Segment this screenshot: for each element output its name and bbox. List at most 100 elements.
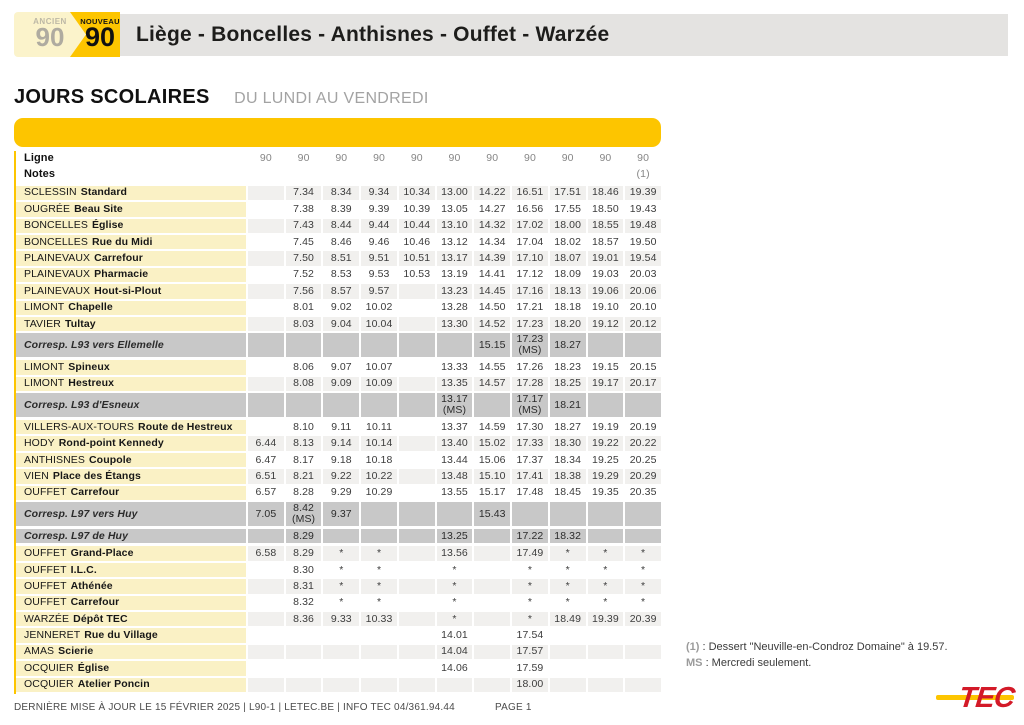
time-cell: 9.09 [323, 376, 360, 392]
table-row: OCQUIER Atelier Poncin 18.00 [16, 677, 661, 692]
time-cell [625, 661, 661, 675]
footer-info: DERNIÈRE MISE À JOUR LE 15 FÉVRIER 2025 … [14, 702, 455, 713]
time-cell: 16.51 [512, 185, 548, 201]
time-cell: 14.04 [436, 644, 473, 660]
table-row: SCLESSIN Standard 7.34 8.34 9.34 10.34 13.00 14… [16, 185, 661, 201]
section-heading: JOURS SCOLAIRES DU LUNDI AU VENDREDI [14, 86, 429, 109]
stop-name: Grand-Place [70, 547, 134, 560]
time-cell [474, 529, 511, 544]
time-cell [587, 644, 624, 660]
time-cell: 20.35 [629, 486, 657, 499]
time-cell [248, 202, 284, 216]
time-cell [323, 529, 360, 544]
stop-label: TAVIER Tultay [16, 316, 246, 332]
time-cell [248, 677, 284, 692]
time-cell: 14.34 [478, 235, 506, 248]
note-mark-cell [588, 167, 624, 181]
time-cell: 9.44 [361, 218, 397, 233]
time-cell [361, 661, 397, 675]
stop-name: Carrefour [70, 486, 120, 499]
time-cell: * [527, 563, 533, 576]
table-row: PLAINEVAUX Hout-si-Plout 7.56 8.57 9.57 13.23… [16, 284, 661, 299]
stop-name: Église [91, 219, 124, 232]
stop-name: Hestreux [68, 377, 115, 390]
time-cell [398, 502, 435, 527]
time-cell: 9.53 [368, 268, 390, 281]
time-cell [361, 529, 397, 544]
stop-place: PLAINEVAUX [24, 252, 91, 265]
time-cell [587, 529, 624, 544]
stop-label: OUFFET I.L.C. [16, 562, 246, 578]
stop-place: VIEN [24, 469, 49, 482]
stop-name: Beau Site [74, 202, 123, 215]
note-mark-cell [361, 167, 397, 181]
time-cell: 14.55 [478, 360, 506, 373]
time-cell [399, 563, 435, 577]
stop-name: Église [77, 661, 110, 674]
time-cell: * [625, 579, 661, 594]
stop-label: BONCELLES Église [16, 218, 246, 233]
time-cell [474, 546, 511, 561]
old-badge-number: 90 [35, 22, 65, 52]
old-line-badge: ANCIEN 90 [14, 12, 86, 57]
table-header-bar [14, 118, 661, 147]
time-cell [587, 677, 624, 692]
time-cell: 9.07 [330, 360, 352, 373]
time-cell [625, 529, 661, 544]
time-cell: 18.34 [554, 453, 582, 466]
time-cell: 17.37 [516, 453, 544, 466]
time-cell: 9.51 [361, 251, 397, 266]
time-cell: 10.51 [398, 251, 435, 266]
footnote-key: (1) [686, 641, 703, 653]
line-number-row: Ligne 90 90 90 90 90 90 90 90 90 90 90 [16, 151, 661, 165]
time-cell: 20.25 [629, 453, 657, 466]
time-cell: * [376, 596, 382, 609]
time-cell: * [452, 596, 457, 609]
time-cell [285, 393, 322, 418]
time-cell [474, 563, 510, 577]
time-cell: 10.02 [365, 301, 393, 314]
time-cell: 18.18 [554, 301, 582, 314]
time-cell: 19.12 [587, 316, 624, 332]
time-cell: 18.57 [592, 235, 619, 248]
time-cell: * [436, 579, 473, 594]
time-cell: 18.07 [549, 251, 586, 266]
time-cell [323, 628, 359, 642]
time-cell: 9.29 [330, 486, 352, 499]
table-row: WARZÉE Dépôt TEC 8.36 9.33 10.33 * * 18.49 19.39… [16, 611, 661, 627]
stop-label: BONCELLES Rue du Midi [16, 234, 246, 250]
time-cell: 18.00 [512, 677, 548, 692]
time-cell [248, 628, 284, 642]
time-cell [285, 677, 322, 692]
time-cell: 20.19 [629, 420, 657, 433]
time-cell: 18.09 [554, 268, 582, 281]
new-badge-number: 90 [84, 22, 116, 52]
time-cell: 19.43 [629, 202, 657, 215]
time-cell: 10.11 [366, 420, 393, 433]
time-cell: * [549, 546, 586, 561]
time-cell: 13.56 [436, 546, 473, 561]
time-cell: 13.23 [436, 284, 473, 299]
time-cell: 8.06 [293, 360, 314, 373]
time-cell: 15.43 [474, 502, 511, 527]
time-cell: 13.33 [441, 360, 468, 373]
time-cell [323, 677, 360, 692]
time-cell [398, 333, 435, 358]
time-cell [474, 596, 510, 610]
time-cell [550, 661, 586, 675]
line-number-cell: 90 [561, 151, 574, 164]
time-cell [398, 469, 435, 484]
line-number-cell: 90 [448, 151, 461, 164]
time-cell: 15.10 [474, 469, 511, 484]
time-cell: 8.01 [293, 301, 314, 314]
time-cell: 10.53 [403, 268, 431, 281]
time-cell: 6.47 [255, 453, 277, 466]
stop-place: AMAS [24, 645, 55, 658]
stop-place: HODY [24, 437, 55, 450]
table-row: OCQUIER Église 14.06 17.59 [16, 661, 661, 676]
time-cell: 19.10 [592, 301, 619, 314]
time-cell: 18.21 [549, 393, 586, 418]
time-cell [436, 677, 473, 692]
time-cell: 9.11 [331, 420, 352, 433]
time-cell: 8.29 [285, 546, 322, 561]
